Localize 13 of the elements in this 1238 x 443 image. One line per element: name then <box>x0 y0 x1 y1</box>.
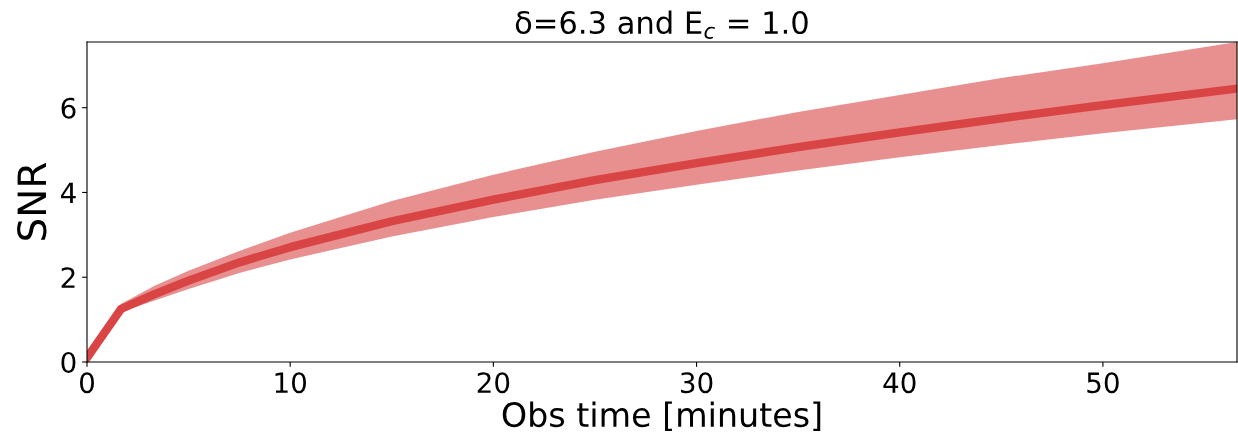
y-axis-title: SNR <box>17 162 47 240</box>
x-tick-label: 20 <box>477 372 510 394</box>
x-tick-label: 50 <box>1087 372 1119 394</box>
y-tick-label: 6 <box>61 97 76 119</box>
x-tick-label: 40 <box>883 372 916 394</box>
x-axis-title: Obs time [minutes] <box>502 401 821 432</box>
x-tick-label: 10 <box>275 372 307 394</box>
y-tick-label: 0 <box>61 351 76 373</box>
x-tick-label: 0 <box>79 372 94 394</box>
chart-title: δ=6.3 and E$_{c}$ = 1.0 <box>515 10 808 39</box>
y-tick-label: 4 <box>60 182 76 204</box>
x-tick-label: 30 <box>680 372 713 394</box>
y-tick-label: 2 <box>61 267 75 288</box>
